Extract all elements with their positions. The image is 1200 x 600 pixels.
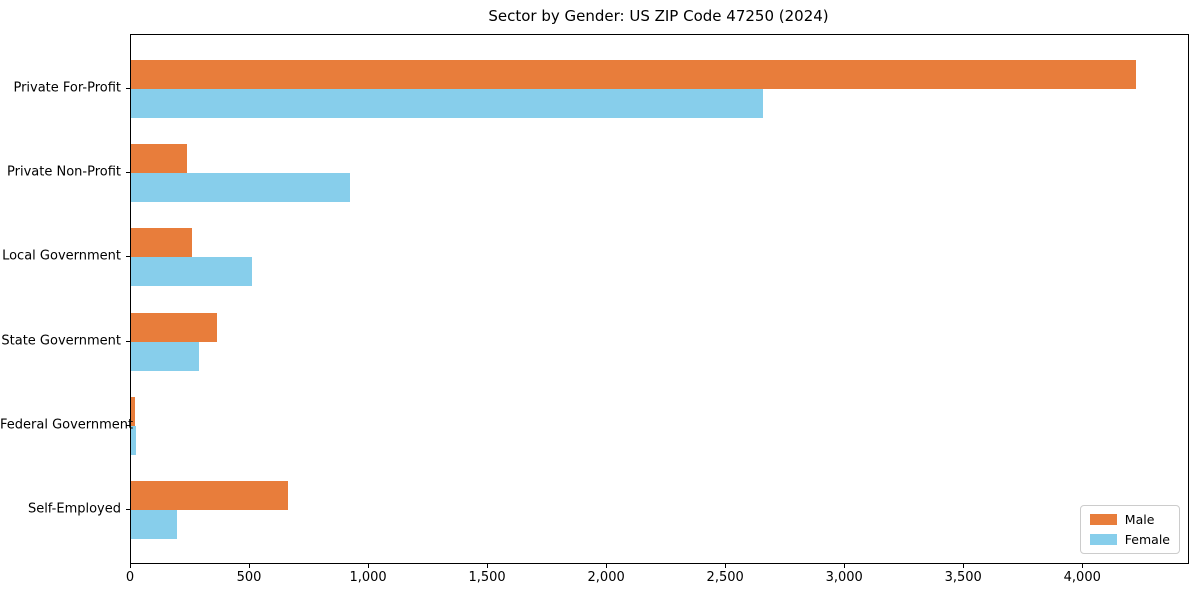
xtick-label-3000: 3,000 xyxy=(825,570,863,585)
xtick-mark xyxy=(606,564,608,568)
legend: Male Female xyxy=(1079,505,1180,554)
ytick-label-self-employed: Self-Employed xyxy=(27,501,121,517)
xtick-label-4000: 4,000 xyxy=(1063,570,1101,585)
legend-item-male: Male xyxy=(1089,512,1170,527)
bar-male-private-non-profit xyxy=(131,144,187,174)
bar-male-federal-government xyxy=(131,396,135,426)
ytick-label-federal-government: Federal Government xyxy=(0,417,134,433)
bar-female-self-employed xyxy=(131,510,178,539)
chart-title: Sector by Gender: US ZIP Code 47250 (202… xyxy=(488,7,829,25)
legend-label-male: Male xyxy=(1124,512,1155,527)
xtick-label-2500: 2,500 xyxy=(706,570,744,585)
xtick-label-1000: 1,000 xyxy=(349,570,387,585)
ytick-mark xyxy=(126,424,130,426)
bar-male-self-employed xyxy=(131,481,289,510)
legend-label-female: Female xyxy=(1124,532,1170,547)
plot-area xyxy=(130,34,1189,564)
xtick-mark xyxy=(725,564,727,568)
bar-male-local-government xyxy=(131,228,192,258)
bar-female-local-government xyxy=(131,257,253,287)
ytick-label-local-government: Local Government xyxy=(2,248,121,264)
ytick-label-state-government: State Government xyxy=(1,333,121,349)
ytick-mark xyxy=(126,256,130,258)
xtick-mark xyxy=(844,564,846,568)
xtick-mark xyxy=(963,564,965,568)
xtick-label-500: 500 xyxy=(236,570,262,585)
bar-female-state-government xyxy=(131,341,199,371)
bar-female-federal-government xyxy=(131,425,136,455)
legend-swatch-male xyxy=(1089,514,1117,525)
ytick-label-private-for-profit: Private For-Profit xyxy=(13,80,121,96)
xtick-label-3500: 3,500 xyxy=(944,570,982,585)
xtick-mark xyxy=(249,564,251,568)
xtick-mark xyxy=(487,564,489,568)
ytick-label-private-non-profit: Private Non-Profit xyxy=(7,164,121,180)
ytick-mark xyxy=(126,172,130,174)
xtick-mark xyxy=(1082,564,1084,568)
ytick-mark xyxy=(126,340,130,342)
legend-item-female: Female xyxy=(1089,532,1170,547)
ytick-mark xyxy=(126,509,130,510)
xtick-label-0: 0 xyxy=(125,570,135,585)
xtick-label-1500: 1,500 xyxy=(468,570,506,585)
xtick-mark xyxy=(368,564,370,568)
bar-male-private-for-profit xyxy=(131,60,1136,89)
bar-male-state-government xyxy=(131,312,217,342)
bar-female-private-for-profit xyxy=(131,89,764,118)
ytick-mark xyxy=(126,88,130,89)
bar-female-private-non-profit xyxy=(131,173,351,203)
xtick-mark xyxy=(130,564,131,568)
xtick-label-2000: 2,000 xyxy=(587,570,625,585)
legend-swatch-female xyxy=(1089,534,1117,545)
